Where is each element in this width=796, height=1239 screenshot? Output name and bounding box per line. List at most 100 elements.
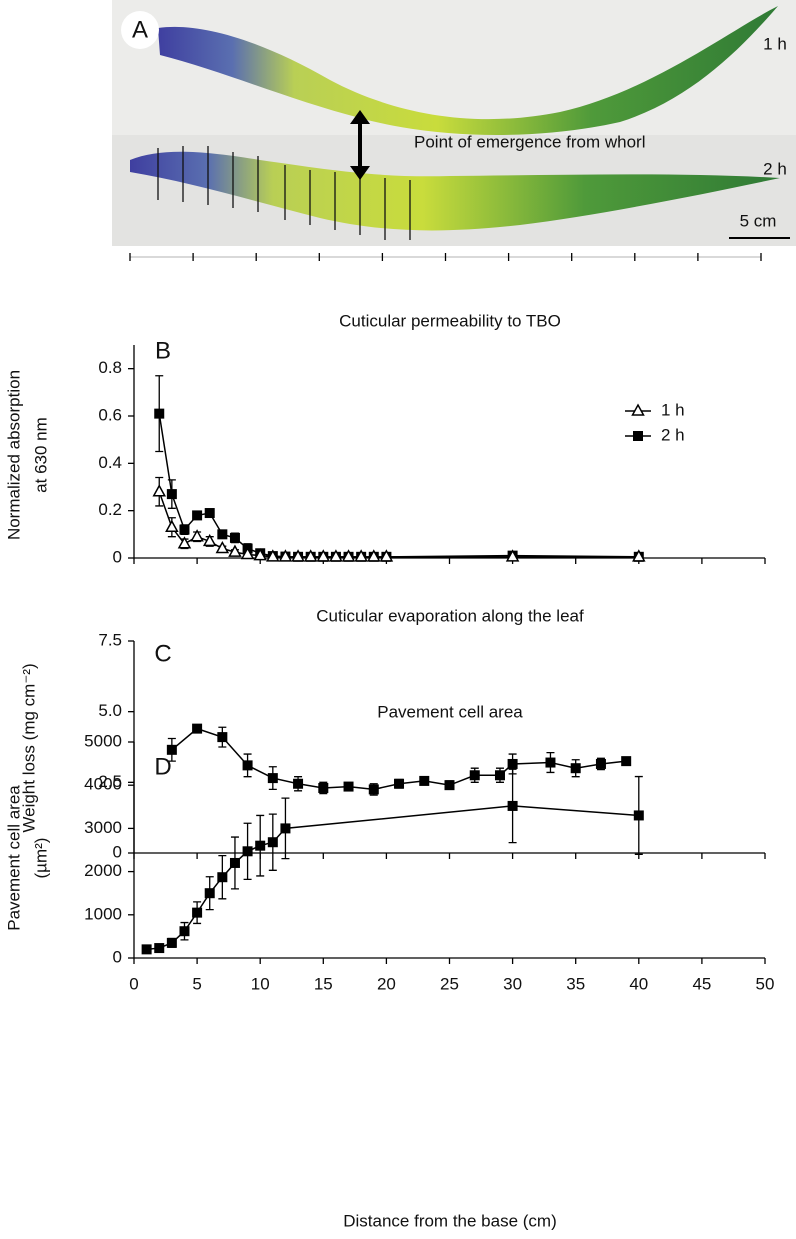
marker (141, 944, 152, 955)
x-tick-label: 25 (440, 974, 459, 993)
sample-lines (157, 146, 411, 240)
marker (253, 548, 267, 561)
marker (217, 872, 228, 883)
y-axis-label: (µm²) (31, 838, 50, 879)
y-axis-label: at 630 nm (31, 417, 50, 493)
marker (570, 763, 581, 774)
marker (267, 837, 278, 848)
marker (394, 778, 405, 789)
marker (545, 757, 556, 768)
marker (316, 549, 331, 562)
leaf (158, 6, 778, 136)
y-tick-label: 2.5 (98, 772, 122, 791)
x-tick-label: 10 (251, 974, 270, 993)
x-tick-label: 30 (503, 974, 522, 993)
x-tick-label: 20 (377, 974, 396, 993)
chart-title: Cuticular permeability to TBO (339, 311, 561, 330)
y-tick-label: 2000 (84, 861, 122, 880)
marker (217, 529, 228, 540)
y-tick-label: 4000 (84, 775, 122, 794)
marker (266, 549, 280, 562)
scale-label: 5 cm (740, 211, 777, 230)
marker (329, 549, 343, 562)
marker (192, 907, 203, 918)
x-tick-label: 15 (314, 974, 333, 993)
x-tick-label: 5 (192, 974, 201, 993)
marker (204, 888, 215, 899)
marker (166, 489, 177, 500)
x-tick-label: 35 (566, 974, 585, 993)
marker (192, 510, 203, 521)
leaf (130, 151, 780, 231)
y-tick-label: 0.8 (98, 358, 122, 377)
series-line (158, 491, 639, 558)
x-tick-label: 50 (756, 974, 775, 993)
emergence-arrow (350, 110, 370, 180)
panel-badge (121, 11, 159, 49)
marker (179, 524, 190, 535)
marker (303, 549, 318, 562)
marker (179, 926, 190, 937)
y-axis-label: Pavement cell area (4, 785, 23, 931)
legend-label: 2 h (661, 425, 685, 444)
marker (229, 532, 240, 543)
x-axis-label: Distance from the base (cm) (343, 1211, 557, 1230)
marker (278, 549, 293, 562)
chart-title: Pavement cell area (377, 702, 523, 721)
marker (217, 732, 228, 743)
marker (228, 544, 242, 557)
marker (190, 529, 204, 542)
legend-marker (631, 403, 645, 416)
marker (280, 823, 291, 834)
y-tick-label: 0 (113, 547, 122, 566)
marker (154, 943, 165, 954)
marker (215, 540, 230, 554)
marker (505, 549, 520, 562)
marker (379, 549, 394, 562)
panel-label: D (154, 753, 171, 780)
marker (469, 770, 480, 781)
marker (507, 758, 518, 769)
panel-label: C (154, 640, 171, 667)
y-tick-label: 5.0 (98, 701, 122, 720)
marker (368, 784, 379, 795)
y-axis-label: Weight loss (mg cm⁻²) (19, 663, 38, 832)
marker (632, 549, 646, 562)
y-axis-label: Normalized absorption (4, 370, 23, 540)
x-tick-label: 45 (692, 974, 711, 993)
marker (291, 549, 305, 562)
y-tick-label: 0.2 (98, 500, 122, 519)
y-tick-label: 7.5 (98, 630, 122, 649)
marker (507, 800, 518, 811)
marker (242, 846, 253, 857)
y-tick-label: 0.4 (98, 453, 122, 472)
marker (204, 508, 215, 519)
marker (341, 549, 356, 562)
y-tick-label: 0.6 (98, 405, 122, 424)
marker (166, 937, 177, 948)
panel-label: B (155, 337, 171, 364)
y-tick-label: 0 (113, 947, 122, 966)
marker (152, 484, 167, 497)
x-tick-label: 0 (129, 974, 138, 993)
photo-panel: A 1 h 2 h Point of emergence from whorl … (112, 0, 796, 246)
panel-label: A (132, 16, 148, 43)
marker (255, 840, 266, 851)
annotation: Point of emergence from whorl (414, 132, 646, 151)
marker (354, 549, 368, 562)
marker (621, 756, 632, 767)
marker (595, 758, 606, 769)
marker (240, 546, 255, 560)
marker (293, 778, 304, 789)
x-tick-label: 40 (629, 974, 648, 993)
marker (343, 781, 354, 792)
y-tick-label: 5000 (84, 731, 122, 750)
marker (318, 782, 329, 793)
marker (202, 533, 217, 547)
chart-title: Cuticular evaporation along the leaf (316, 606, 584, 625)
marker (633, 810, 644, 821)
marker (444, 780, 455, 791)
marker (229, 857, 240, 868)
legend-label: 1 h (661, 400, 685, 419)
